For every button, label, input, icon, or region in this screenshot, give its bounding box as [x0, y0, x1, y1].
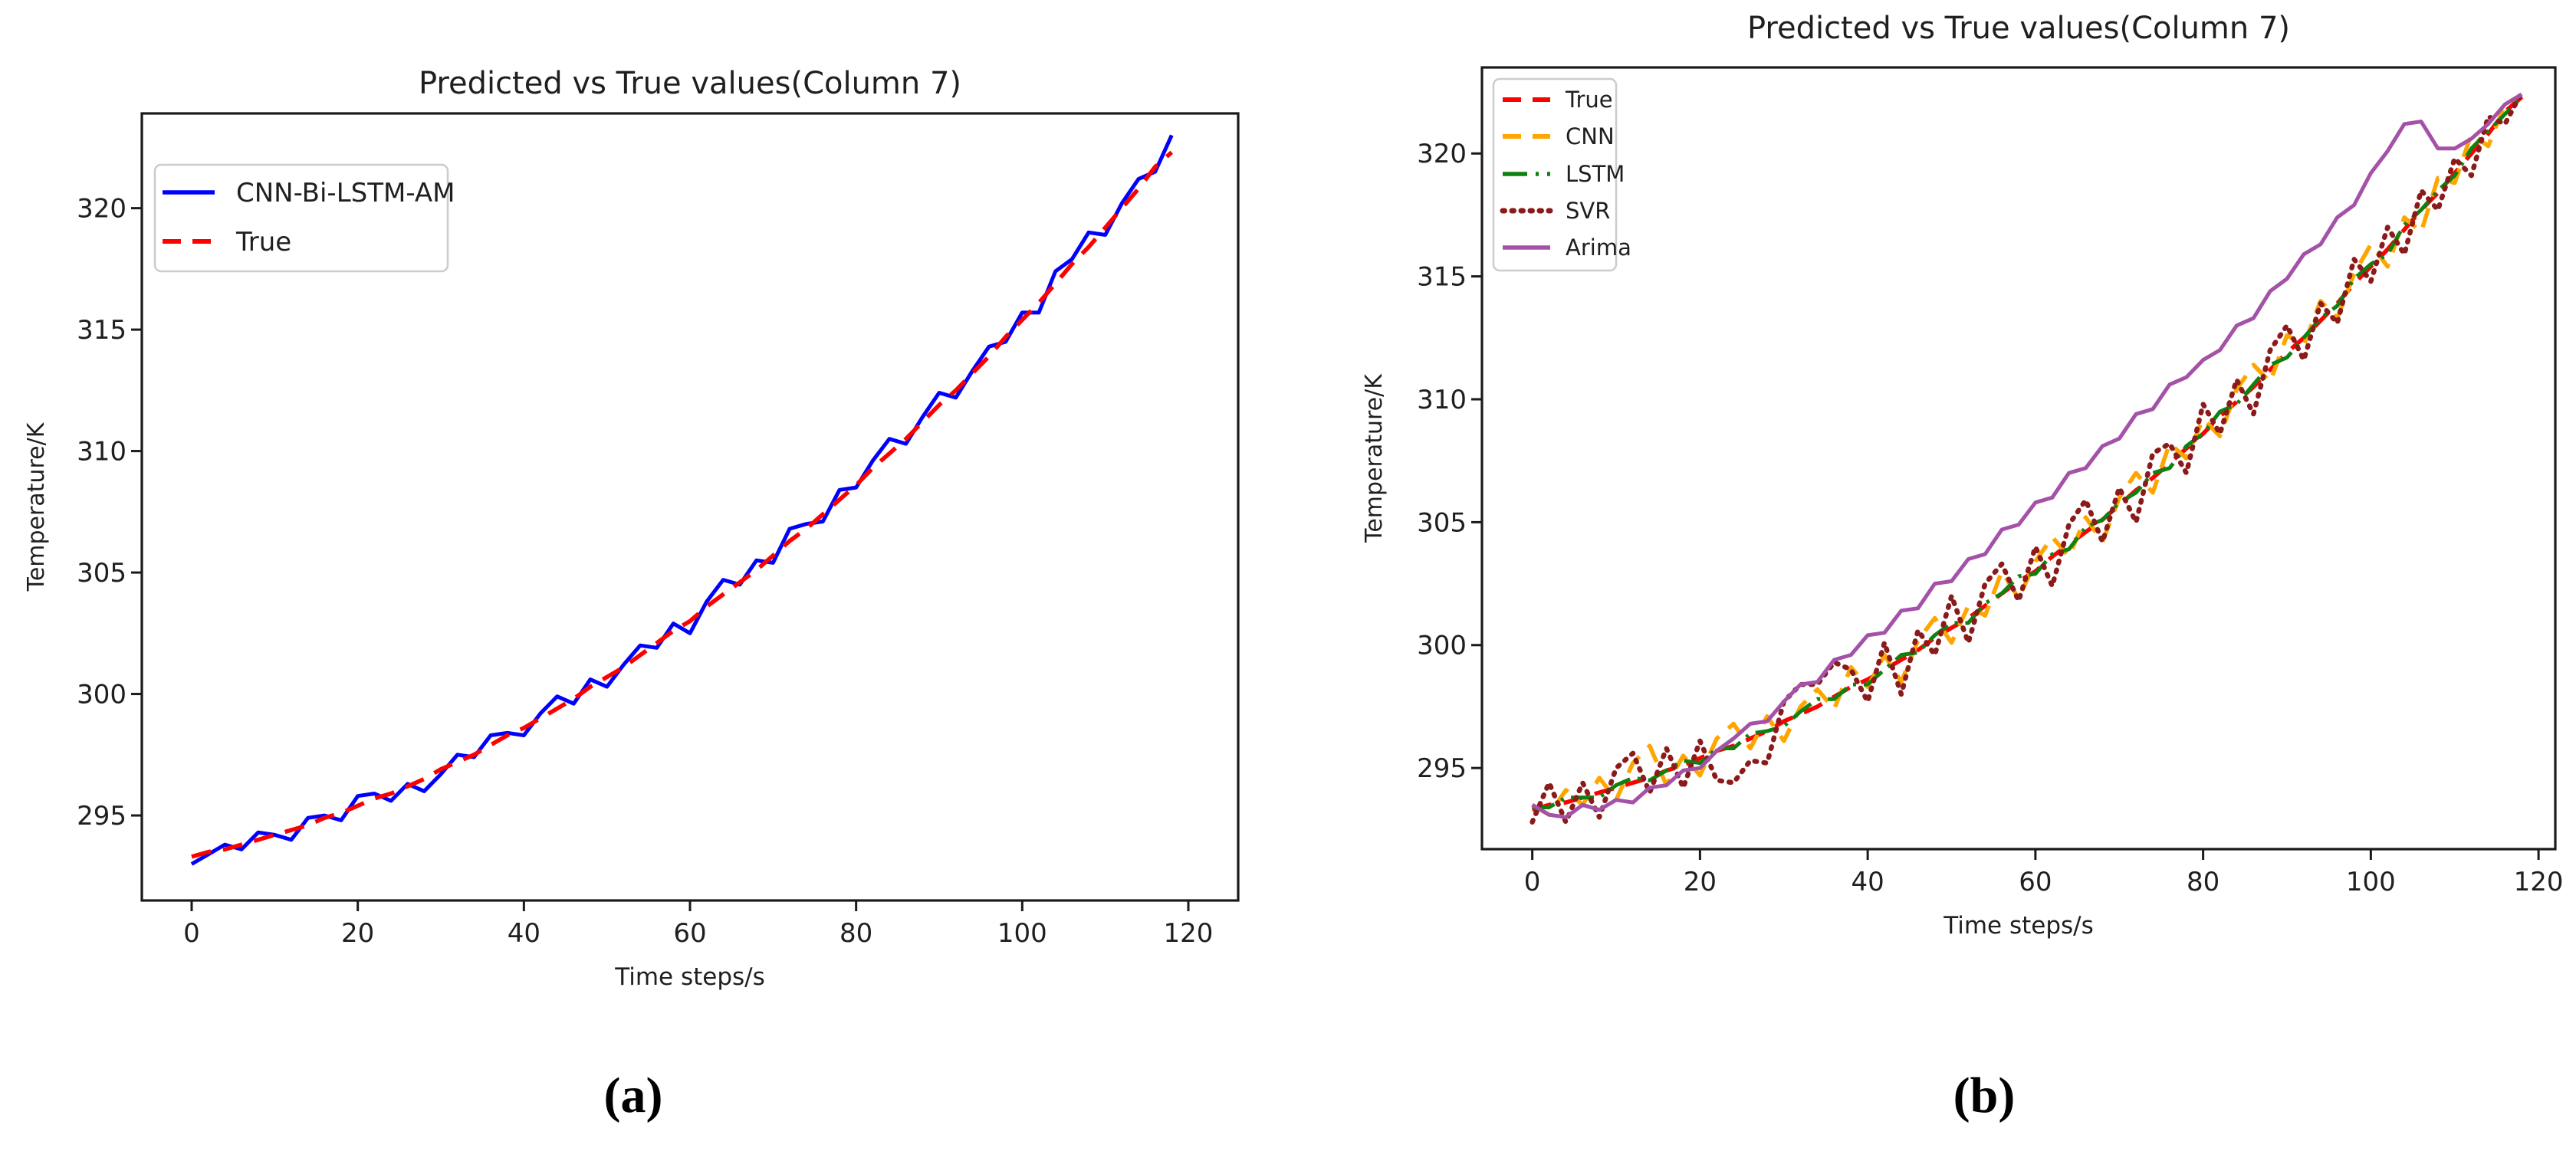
y-tick-label: 310: [77, 436, 127, 467]
chart-b: 0 20 40 60 80 100 120 295 300 305 310 315 320 Predict…: [1361, 11, 2564, 940]
series-svr: [1530, 89, 2525, 825]
x-axis-label: Time steps/s: [614, 963, 765, 991]
series-cnn: [1531, 92, 2523, 817]
x-tick-label: 100: [2346, 867, 2396, 897]
legend-box: [1492, 77, 1618, 272]
y-tick-label: 305: [1417, 507, 1467, 538]
series-arima: [1531, 93, 2523, 819]
y-tick-label: 315: [1417, 262, 1467, 293]
y-tick-label: 300: [1417, 631, 1467, 661]
caption-b: (b): [1953, 1068, 2016, 1123]
x-tick-label: 20: [1684, 867, 1717, 897]
x-tick-label: 60: [2019, 867, 2052, 897]
chart-a: 0 20 40 60 80 100 120 295 300 305 310 315 320 Predict…: [23, 66, 1240, 991]
y-tick-label: 305: [77, 558, 127, 589]
y-axis-label: Temperature/K: [23, 421, 50, 592]
y-tick-label: 300: [77, 679, 127, 710]
x-axis: 0 20 40 60 80 100 120: [183, 900, 1213, 949]
series-lstm: [1532, 95, 2524, 809]
legend-label: SVR: [1566, 198, 1610, 224]
legend-label: Arima: [1566, 235, 1631, 261]
x-axis: 0 20 40 60 80 100 120: [1524, 849, 2564, 897]
plot-frame: [1480, 66, 2557, 851]
series-true: [1531, 95, 2524, 812]
x-tick-label: 100: [997, 918, 1047, 949]
legend-label: CNN-Bi-LSTM-AM: [236, 178, 455, 208]
legend: True CNN LSTM SVR Arima: [1492, 77, 1631, 272]
legend-label: True: [235, 227, 291, 257]
y-tick-label: 295: [1417, 753, 1467, 784]
chart-title: Predicted vs True values(Column 7): [1747, 11, 2290, 46]
x-tick-label: 120: [1164, 918, 1214, 949]
series-true: [191, 150, 1174, 859]
y-tick-label: 320: [1417, 139, 1467, 169]
y-tick-label: 315: [77, 315, 127, 346]
x-tick-label: 20: [341, 918, 374, 949]
y-tick-label: 310: [1417, 385, 1467, 415]
legend-label: CNN: [1566, 123, 1615, 149]
legend-label: LSTM: [1566, 161, 1625, 187]
y-axis: 295 300 305 310 315 320: [77, 194, 142, 832]
x-tick-label: 0: [1524, 867, 1541, 897]
legend-label: True: [1565, 87, 1613, 113]
y-tick-label: 295: [77, 801, 127, 832]
x-tick-label: 80: [840, 918, 872, 949]
legend: CNN-Bi-LSTM-AM True: [153, 163, 455, 273]
y-axis-label: Temperature/K: [1361, 373, 1388, 543]
x-tick-label: 80: [2187, 867, 2220, 897]
x-tick-label: 40: [508, 918, 540, 949]
y-tick-label: 320: [77, 194, 127, 225]
x-tick-label: 120: [2514, 867, 2564, 897]
x-axis-label: Time steps/s: [1943, 912, 2094, 940]
x-tick-label: 60: [673, 918, 706, 949]
y-axis: 295 300 305 310 315 320: [1417, 139, 1482, 784]
legend-box: [153, 163, 449, 273]
x-tick-label: 40: [1851, 867, 1884, 897]
chart-title: Predicted vs True values(Column 7): [419, 66, 961, 101]
x-tick-label: 0: [183, 918, 200, 949]
caption-a: (a): [603, 1068, 663, 1123]
